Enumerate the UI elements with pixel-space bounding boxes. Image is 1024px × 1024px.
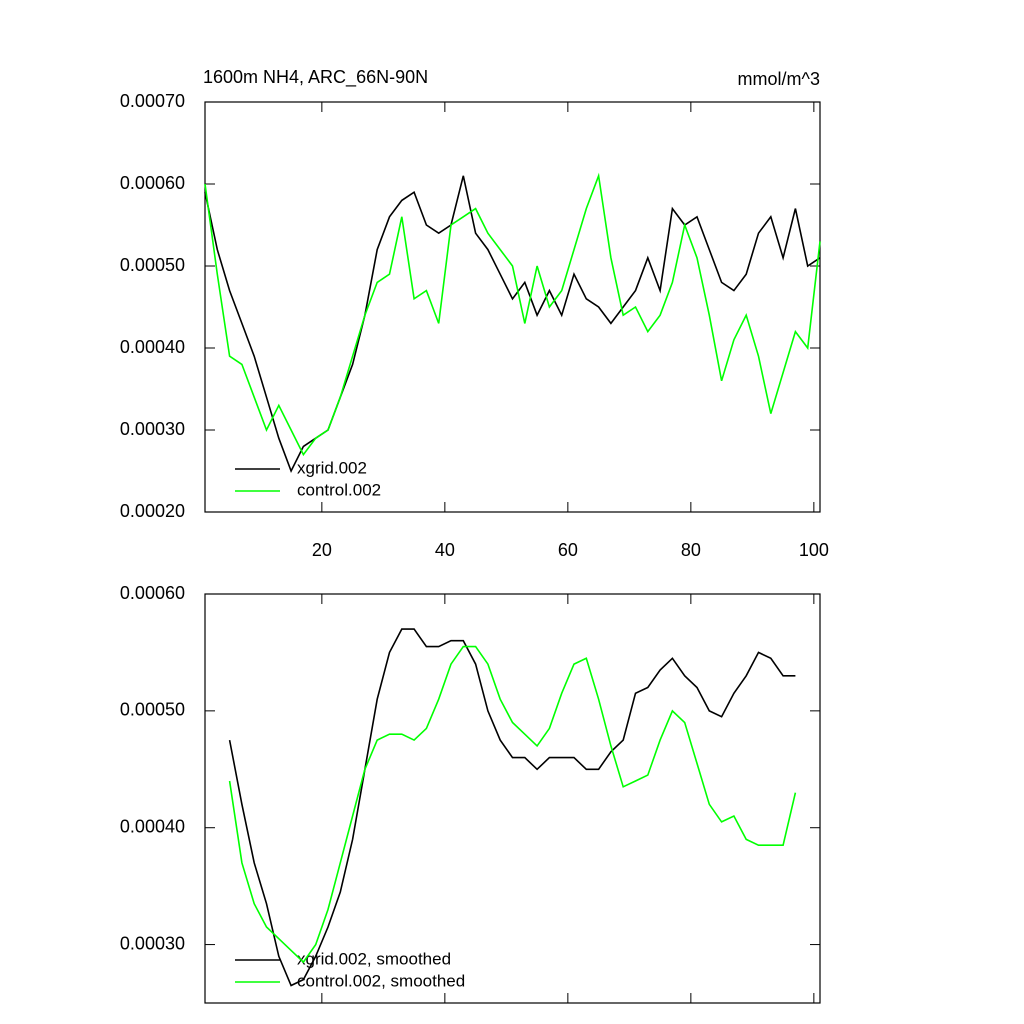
x-tick-label: 80 bbox=[681, 540, 701, 560]
series-line bbox=[204, 172, 821, 457]
legend-label: control.002 bbox=[297, 480, 381, 499]
legend-label: control.002, smoothed bbox=[297, 971, 465, 990]
y-tick-label: 0.00030 bbox=[120, 419, 185, 439]
y-tick-label: 0.00060 bbox=[120, 583, 185, 603]
legend-label: xgrid.002, smoothed bbox=[297, 949, 451, 968]
y-tick-label: 0.00050 bbox=[120, 255, 185, 275]
x-tick-label: 20 bbox=[312, 540, 332, 560]
plot-frame bbox=[204, 593, 821, 1004]
y-tick-label: 0.00070 bbox=[120, 91, 185, 111]
series-line bbox=[228, 645, 797, 964]
chart-title: 1600m NH4, ARC_66N-90N bbox=[203, 67, 428, 88]
x-tick-label: 100 bbox=[799, 540, 829, 560]
y-tick-label: 0.00030 bbox=[120, 933, 185, 953]
y-tick-label: 0.00060 bbox=[120, 173, 185, 193]
units-label: mmol/m^3 bbox=[738, 69, 820, 89]
legend-label: xgrid.002 bbox=[297, 458, 367, 477]
y-tick-label: 0.00040 bbox=[120, 816, 185, 836]
plot-frame bbox=[204, 101, 821, 513]
x-tick-label: 40 bbox=[435, 540, 455, 560]
y-tick-label: 0.00020 bbox=[120, 501, 185, 521]
series-line bbox=[228, 628, 796, 987]
x-tick-label: 60 bbox=[558, 540, 578, 560]
y-tick-label: 0.00050 bbox=[120, 700, 185, 720]
y-tick-label: 0.00040 bbox=[120, 337, 185, 357]
series-line bbox=[204, 175, 821, 473]
